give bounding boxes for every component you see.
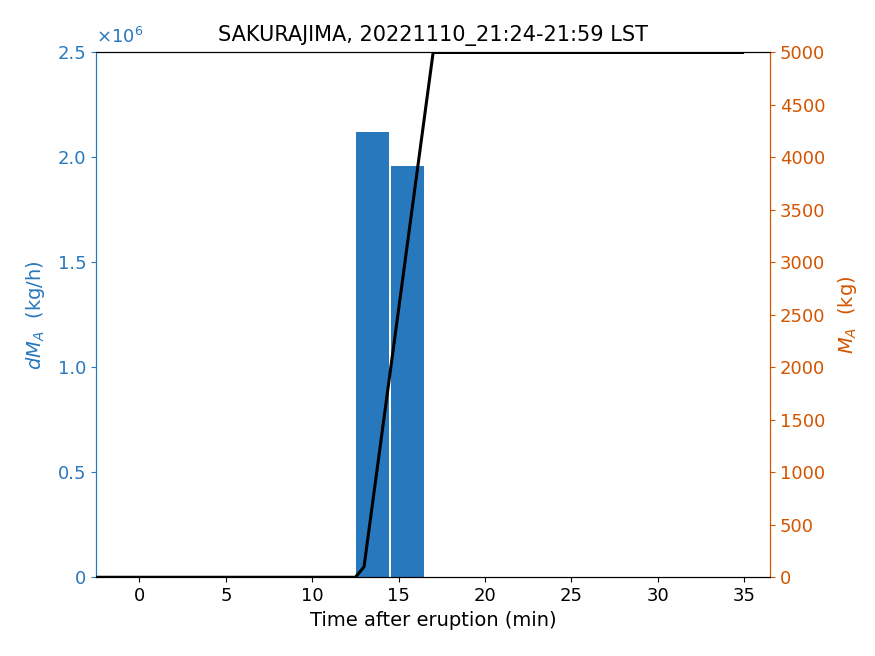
Title: SAKURAJIMA, 20221110_21:24-21:59 LST: SAKURAJIMA, 20221110_21:24-21:59 LST xyxy=(218,26,648,47)
X-axis label: Time after eruption (min): Time after eruption (min) xyxy=(310,611,556,630)
Y-axis label: $M_A$  (kg): $M_A$ (kg) xyxy=(836,276,859,354)
Text: $\times10^6$: $\times10^6$ xyxy=(96,27,144,47)
Y-axis label: $dM_A$  (kg/h): $dM_A$ (kg/h) xyxy=(24,260,46,370)
Bar xyxy=(356,133,389,577)
Bar xyxy=(391,166,424,577)
